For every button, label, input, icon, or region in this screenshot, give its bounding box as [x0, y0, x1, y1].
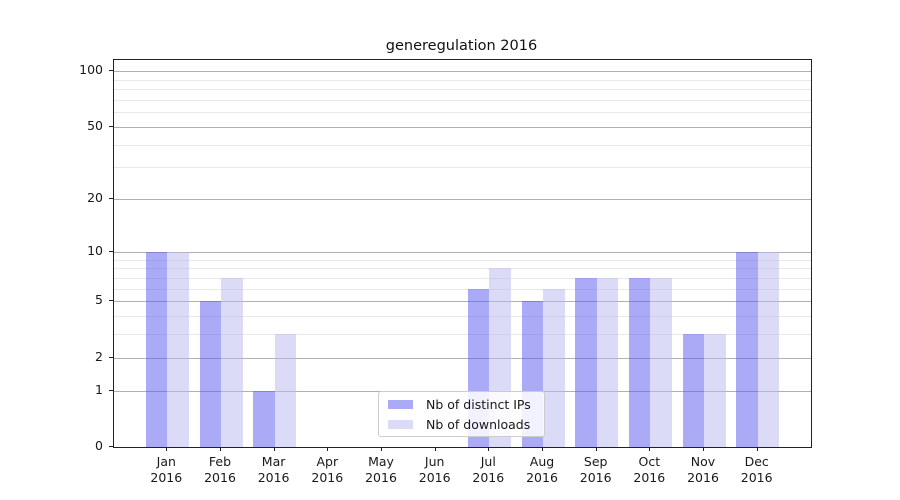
- chart-title: generegulation 2016: [385, 38, 538, 54]
- legend-label-downloads: Nb of downloads: [426, 416, 531, 432]
- bar-ips-mar: [253, 390, 275, 447]
- legend-label-distinct-ips: Nb of distinct IPs: [426, 396, 531, 412]
- bar-downloads-nov: [704, 334, 726, 447]
- xtick-label-jul: Jul 2016: [472, 454, 505, 485]
- legend-swatch-downloads: [388, 419, 413, 429]
- bar-ips-nov: [682, 334, 704, 447]
- bar-ips-feb: [199, 301, 221, 447]
- xtick-mark-dec: [756, 447, 758, 451]
- ytick-mark-0: [109, 446, 113, 447]
- bar-ips-sep: [575, 277, 597, 447]
- legend-swatch-distinct-ips: [388, 399, 413, 409]
- gridline-minor-60: [114, 112, 811, 114]
- xtick-label-nov: Nov 2016: [687, 454, 719, 485]
- bar-ips-oct: [628, 277, 651, 447]
- xtick-mark-may: [381, 447, 382, 451]
- ytick-label-1: 1: [95, 381, 103, 397]
- ytick-label-100: 100: [79, 62, 103, 78]
- gridline-minor-40: [114, 144, 811, 146]
- xtick-label-jan: Jan 2016: [150, 454, 183, 485]
- bar-ips-dec: [736, 251, 758, 447]
- gridline-minor-9: [114, 259, 811, 261]
- xtick-label-jun: Jun 2016: [418, 454, 451, 485]
- xtick-mark-apr: [327, 447, 329, 451]
- bar-downloads-sep: [596, 277, 619, 447]
- xtick-mark-feb: [220, 447, 221, 451]
- xtick-mark-oct: [649, 447, 651, 451]
- bar-downloads-mar: [274, 334, 297, 447]
- xtick-mark-nov: [703, 447, 704, 451]
- xtick-label-apr: Apr 2016: [311, 454, 344, 485]
- ytick-mark-50: [109, 125, 113, 127]
- bar-downloads-feb: [221, 277, 243, 447]
- gridline-major-2: [114, 357, 811, 359]
- xtick-label-sep: Sep 2016: [579, 454, 612, 485]
- gridline-minor-70: [114, 99, 811, 101]
- gridline-minor-8: [114, 268, 811, 270]
- xtick-label-aug: Aug 2016: [526, 454, 558, 485]
- ytick-mark-100: [109, 70, 113, 72]
- gridline-minor-80: [114, 89, 811, 91]
- ytick-mark-10: [109, 250, 113, 252]
- legend: Nb of distinct IPs Nb of downloads: [378, 391, 545, 437]
- gridline-minor-4: [114, 315, 811, 317]
- xtick-label-feb: Feb 2016: [204, 454, 236, 485]
- gridline-major-100: [114, 71, 811, 73]
- gridline-minor-90: [114, 79, 811, 81]
- bar-ips-jan: [145, 251, 168, 447]
- ytick-label-0: 0: [95, 438, 103, 453]
- gridline-minor-7: [114, 277, 811, 279]
- ytick-mark-1: [109, 389, 113, 391]
- ytick-mark-5: [109, 300, 113, 302]
- xtick-label-may: May 2016: [365, 454, 397, 485]
- xtick-mark-jul: [488, 447, 490, 451]
- gridline-minor-30: [114, 167, 811, 169]
- xtick-mark-jun: [434, 447, 436, 451]
- ytick-label-20: 20: [87, 190, 103, 206]
- gridline-major-20: [114, 199, 811, 201]
- ytick-mark-20: [109, 198, 113, 200]
- xtick-mark-jan: [166, 447, 168, 451]
- ytick-label-10: 10: [87, 242, 103, 258]
- legend-entry-downloads: Nb of downloads: [379, 416, 544, 432]
- xtick-label-mar: Mar 2016: [257, 454, 290, 485]
- gridline-minor-3: [114, 334, 811, 336]
- gridline-major-10: [114, 251, 811, 253]
- bar-downloads-aug: [543, 288, 565, 447]
- bar-downloads-oct: [650, 277, 672, 447]
- xtick-label-oct: Oct 2016: [633, 454, 666, 485]
- ytick-label-50: 50: [87, 117, 103, 133]
- gridline-major-5: [114, 301, 811, 303]
- ytick-mark-2: [109, 356, 113, 358]
- ytick-label-5: 5: [95, 292, 103, 308]
- ytick-label-2: 2: [95, 348, 103, 364]
- xtick-mark-sep: [595, 447, 597, 451]
- gridline-major-50: [114, 126, 811, 128]
- gridline-minor-6: [114, 288, 811, 290]
- xtick-mark-mar: [273, 447, 275, 451]
- xtick-label-dec: Dec 2016: [740, 454, 773, 485]
- plot-area: Nb of distinct IPs Nb of downloads: [113, 59, 812, 448]
- legend-entry-distinct-ips: Nb of distinct IPs: [379, 396, 544, 412]
- bar-downloads-jan: [167, 251, 189, 447]
- bar-downloads-dec: [757, 251, 780, 447]
- xtick-mark-aug: [542, 447, 543, 451]
